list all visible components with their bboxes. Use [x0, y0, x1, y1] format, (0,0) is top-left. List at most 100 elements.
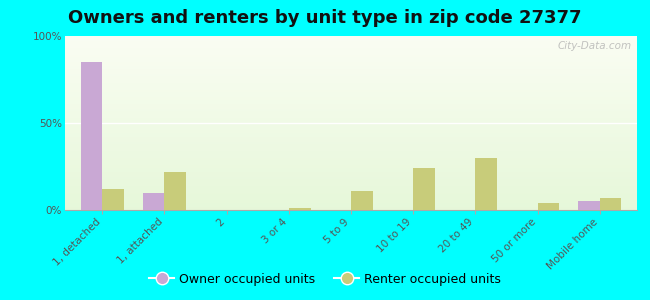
Bar — [65, 137, 637, 139]
Bar — [413, 168, 435, 210]
Bar — [65, 102, 637, 104]
Bar — [65, 86, 637, 88]
Bar — [65, 71, 637, 73]
Bar — [65, 168, 637, 170]
Bar — [65, 170, 637, 172]
Bar — [65, 173, 637, 175]
Bar — [65, 67, 637, 69]
Bar — [578, 201, 600, 210]
Bar — [65, 50, 637, 52]
Bar — [65, 90, 637, 92]
Bar — [65, 99, 637, 100]
Bar — [143, 193, 164, 210]
Bar — [65, 48, 637, 50]
Bar — [65, 203, 637, 205]
Bar — [65, 153, 637, 154]
Bar — [65, 132, 637, 134]
Bar — [538, 203, 559, 210]
Bar — [65, 104, 637, 106]
Bar — [65, 58, 637, 60]
Bar — [65, 127, 637, 128]
Bar — [65, 198, 637, 200]
Bar — [65, 57, 637, 58]
Bar — [65, 66, 637, 67]
Bar — [164, 172, 187, 210]
Bar — [102, 189, 124, 210]
Bar — [475, 158, 497, 210]
Bar — [65, 177, 637, 179]
Bar — [65, 206, 637, 208]
Bar — [65, 114, 637, 116]
Bar — [65, 194, 637, 196]
Bar — [65, 134, 637, 135]
Bar — [65, 191, 637, 193]
Bar — [65, 55, 637, 57]
Bar — [65, 146, 637, 147]
Bar — [65, 167, 637, 168]
Bar — [65, 149, 637, 151]
Bar — [65, 83, 637, 85]
Bar — [65, 74, 637, 76]
Bar — [65, 93, 637, 95]
Bar — [65, 128, 637, 130]
Bar — [65, 121, 637, 123]
Bar — [65, 184, 637, 186]
Bar — [81, 62, 102, 210]
Bar — [65, 179, 637, 180]
Bar — [65, 62, 637, 64]
Bar — [65, 100, 637, 102]
Bar — [65, 109, 637, 111]
Bar — [65, 60, 637, 62]
Bar — [65, 200, 637, 201]
Bar — [65, 188, 637, 189]
Bar — [65, 38, 637, 40]
Bar — [65, 43, 637, 45]
Bar — [65, 139, 637, 140]
Bar — [65, 118, 637, 119]
Bar — [65, 140, 637, 142]
Bar — [65, 111, 637, 112]
Bar — [65, 201, 637, 203]
Bar — [289, 208, 311, 210]
Bar — [65, 119, 637, 121]
Bar — [65, 189, 637, 191]
Bar — [65, 36, 637, 38]
Bar — [65, 41, 637, 43]
Bar — [65, 186, 637, 188]
Bar — [65, 125, 637, 127]
Bar — [65, 180, 637, 182]
Bar — [65, 80, 637, 81]
Bar — [65, 73, 637, 74]
Bar — [65, 69, 637, 71]
Bar — [65, 116, 637, 118]
Legend: Owner occupied units, Renter occupied units: Owner occupied units, Renter occupied un… — [144, 268, 506, 291]
Bar — [65, 85, 637, 86]
Bar — [65, 95, 637, 97]
Bar — [65, 163, 637, 165]
Bar — [65, 97, 637, 99]
Bar — [65, 81, 637, 83]
Bar — [65, 52, 637, 53]
Bar — [65, 161, 637, 163]
Bar — [65, 172, 637, 173]
Bar — [65, 135, 637, 137]
Text: Owners and renters by unit type in zip code 27377: Owners and renters by unit type in zip c… — [68, 9, 582, 27]
Bar — [65, 45, 637, 46]
Bar — [65, 92, 637, 93]
Bar — [65, 88, 637, 90]
Bar — [65, 40, 637, 41]
Bar — [600, 198, 621, 210]
Bar — [65, 107, 637, 109]
Bar — [65, 130, 637, 132]
Bar — [65, 144, 637, 146]
Bar — [65, 175, 637, 177]
Bar — [65, 147, 637, 149]
Bar — [65, 112, 637, 114]
Bar — [351, 191, 372, 210]
Bar — [65, 78, 637, 80]
Bar — [65, 196, 637, 198]
Text: City-Data.com: City-Data.com — [557, 41, 631, 51]
Bar — [65, 106, 637, 107]
Bar — [65, 208, 637, 210]
Bar — [65, 205, 637, 206]
